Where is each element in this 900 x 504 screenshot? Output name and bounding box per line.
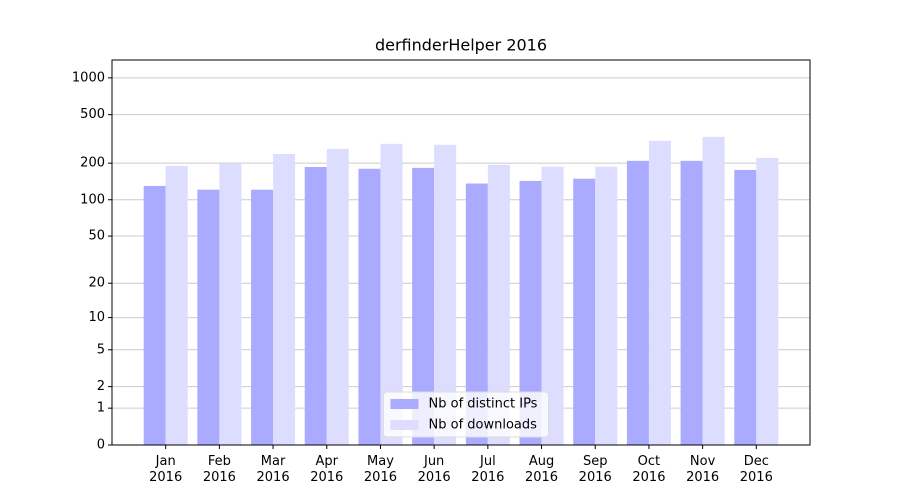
x-tick-label: Apr 2016 <box>310 454 343 485</box>
legend-label: Nb of distinct IPs <box>429 397 538 412</box>
legend-box <box>383 391 549 438</box>
x-tick-label: Nov 2016 <box>686 454 719 485</box>
bar <box>304 167 327 445</box>
x-tick-label: Feb 2016 <box>203 454 236 485</box>
bar <box>487 164 510 445</box>
y-tick-label: 200 <box>80 156 105 171</box>
bar <box>380 143 403 445</box>
bar <box>251 189 274 445</box>
chart-title: derfinderHelper 2016 <box>375 36 547 55</box>
bar <box>595 166 618 445</box>
bar <box>626 160 649 445</box>
legend-swatch <box>390 399 419 409</box>
y-tick-label: 20 <box>88 276 105 291</box>
bar <box>165 165 188 446</box>
bar <box>326 148 349 445</box>
y-tick-label: 10 <box>88 310 105 325</box>
x-tick-label: Sep 2016 <box>579 454 612 485</box>
y-tick-label: 5 <box>97 342 105 357</box>
x-tick-label: Dec 2016 <box>740 454 773 485</box>
bar <box>702 136 725 445</box>
bar <box>519 180 542 446</box>
bar <box>573 178 596 445</box>
bar <box>434 144 457 445</box>
bar <box>756 157 779 446</box>
bar <box>648 140 671 445</box>
legend-label: Nb of downloads <box>429 418 538 433</box>
bar <box>358 168 381 445</box>
bar <box>465 183 488 445</box>
bar <box>219 163 242 445</box>
x-tick-label: Jan 2016 <box>149 454 182 485</box>
bar <box>541 166 564 445</box>
bar <box>197 189 220 445</box>
bar <box>273 153 296 445</box>
x-tick-label: Aug 2016 <box>525 454 558 485</box>
x-tick-label: Jul 2016 <box>471 454 504 485</box>
bar <box>412 167 435 445</box>
y-tick-label: 1000 <box>72 70 105 85</box>
y-tick-label: 100 <box>80 192 105 207</box>
y-tick-label: 0 <box>97 438 105 453</box>
y-tick-label: 500 <box>80 107 105 122</box>
x-tick-label: Oct 2016 <box>632 454 665 485</box>
bar <box>143 185 166 446</box>
x-tick-label: Jun 2016 <box>418 454 451 485</box>
bar <box>680 160 703 445</box>
x-tick-label: May 2016 <box>364 454 397 485</box>
y-tick-label: 1 <box>97 401 105 416</box>
x-tick-label: Mar 2016 <box>257 454 290 485</box>
y-tick-label: 50 <box>88 229 105 244</box>
plot-frame <box>111 59 811 446</box>
bar <box>734 169 757 445</box>
legend-swatch <box>390 420 419 430</box>
y-tick-label: 2 <box>97 379 105 394</box>
